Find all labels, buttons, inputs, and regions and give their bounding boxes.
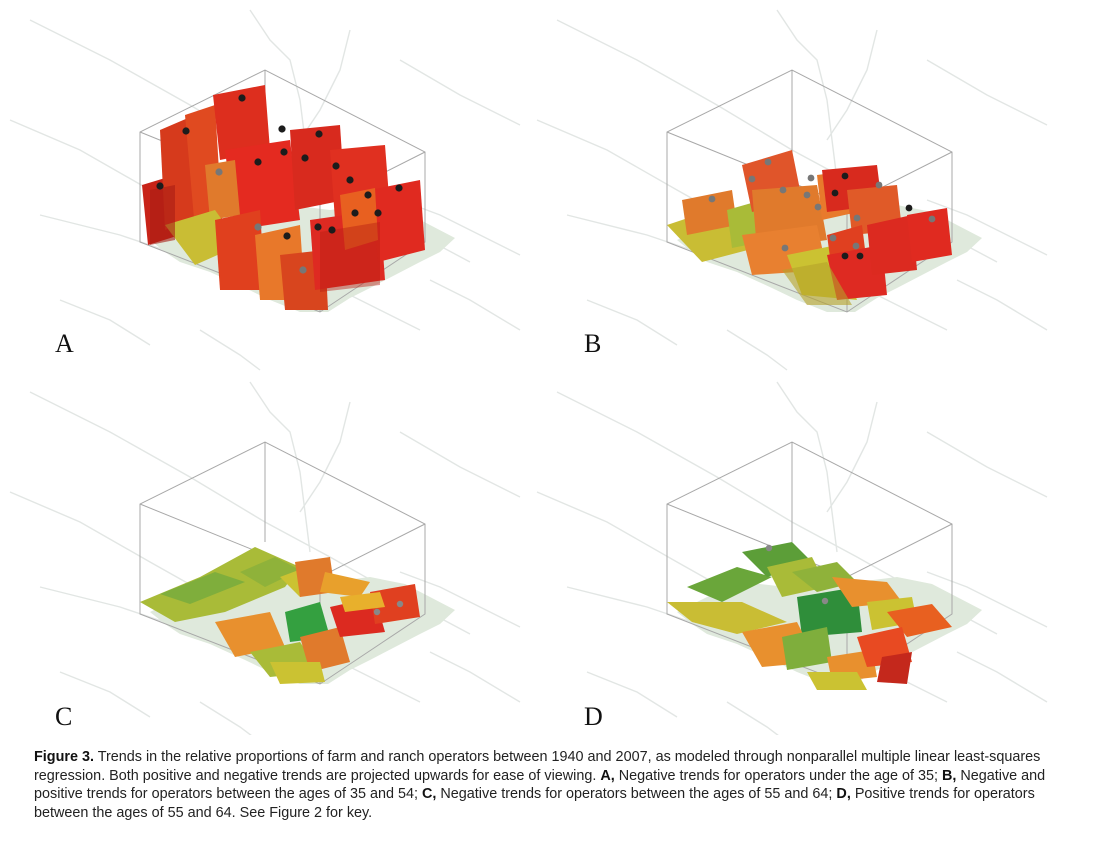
panel-c-blocks xyxy=(140,547,420,684)
panel-d-blocks xyxy=(667,542,952,690)
panel-d-label: D xyxy=(584,702,603,731)
figure-caption: Figure 3. Trends in the relative proport… xyxy=(34,748,1074,822)
panel-b-blocks xyxy=(667,150,952,305)
caption-b-text: Negative and positive trends for operato… xyxy=(34,767,1046,803)
caption-intro: Trends in the relative proportions of fa… xyxy=(34,749,1041,784)
panel-c: C xyxy=(9,381,521,735)
caption-c-text: Negative trends for operators between th… xyxy=(436,786,837,802)
panel-d-markers xyxy=(765,544,829,605)
panel-d: D xyxy=(536,381,1048,735)
caption-a-text: Negative trends for operators under the … xyxy=(614,767,942,784)
panel-b-markers xyxy=(708,158,936,260)
caption-figure-label: Figure 3. xyxy=(34,749,94,765)
caption-c-label: C, xyxy=(422,786,437,802)
panel-a-blocks xyxy=(142,85,425,310)
panel-b-label: B xyxy=(584,329,601,358)
figure-3-graphic: A xyxy=(9,9,1048,735)
panel-b: B xyxy=(536,9,1048,371)
panel-a-label: A xyxy=(55,329,74,358)
caption-d-label: D, xyxy=(836,786,851,802)
panel-a-markers xyxy=(156,94,403,274)
caption-d-text: Positive trends for operators between th… xyxy=(34,786,1035,821)
caption-a-label: A, xyxy=(600,767,615,784)
panel-c-label: C xyxy=(55,702,72,731)
caption-b-label: B, xyxy=(941,767,957,784)
panel-c-markers xyxy=(373,600,404,616)
panel-a: A xyxy=(9,9,521,371)
